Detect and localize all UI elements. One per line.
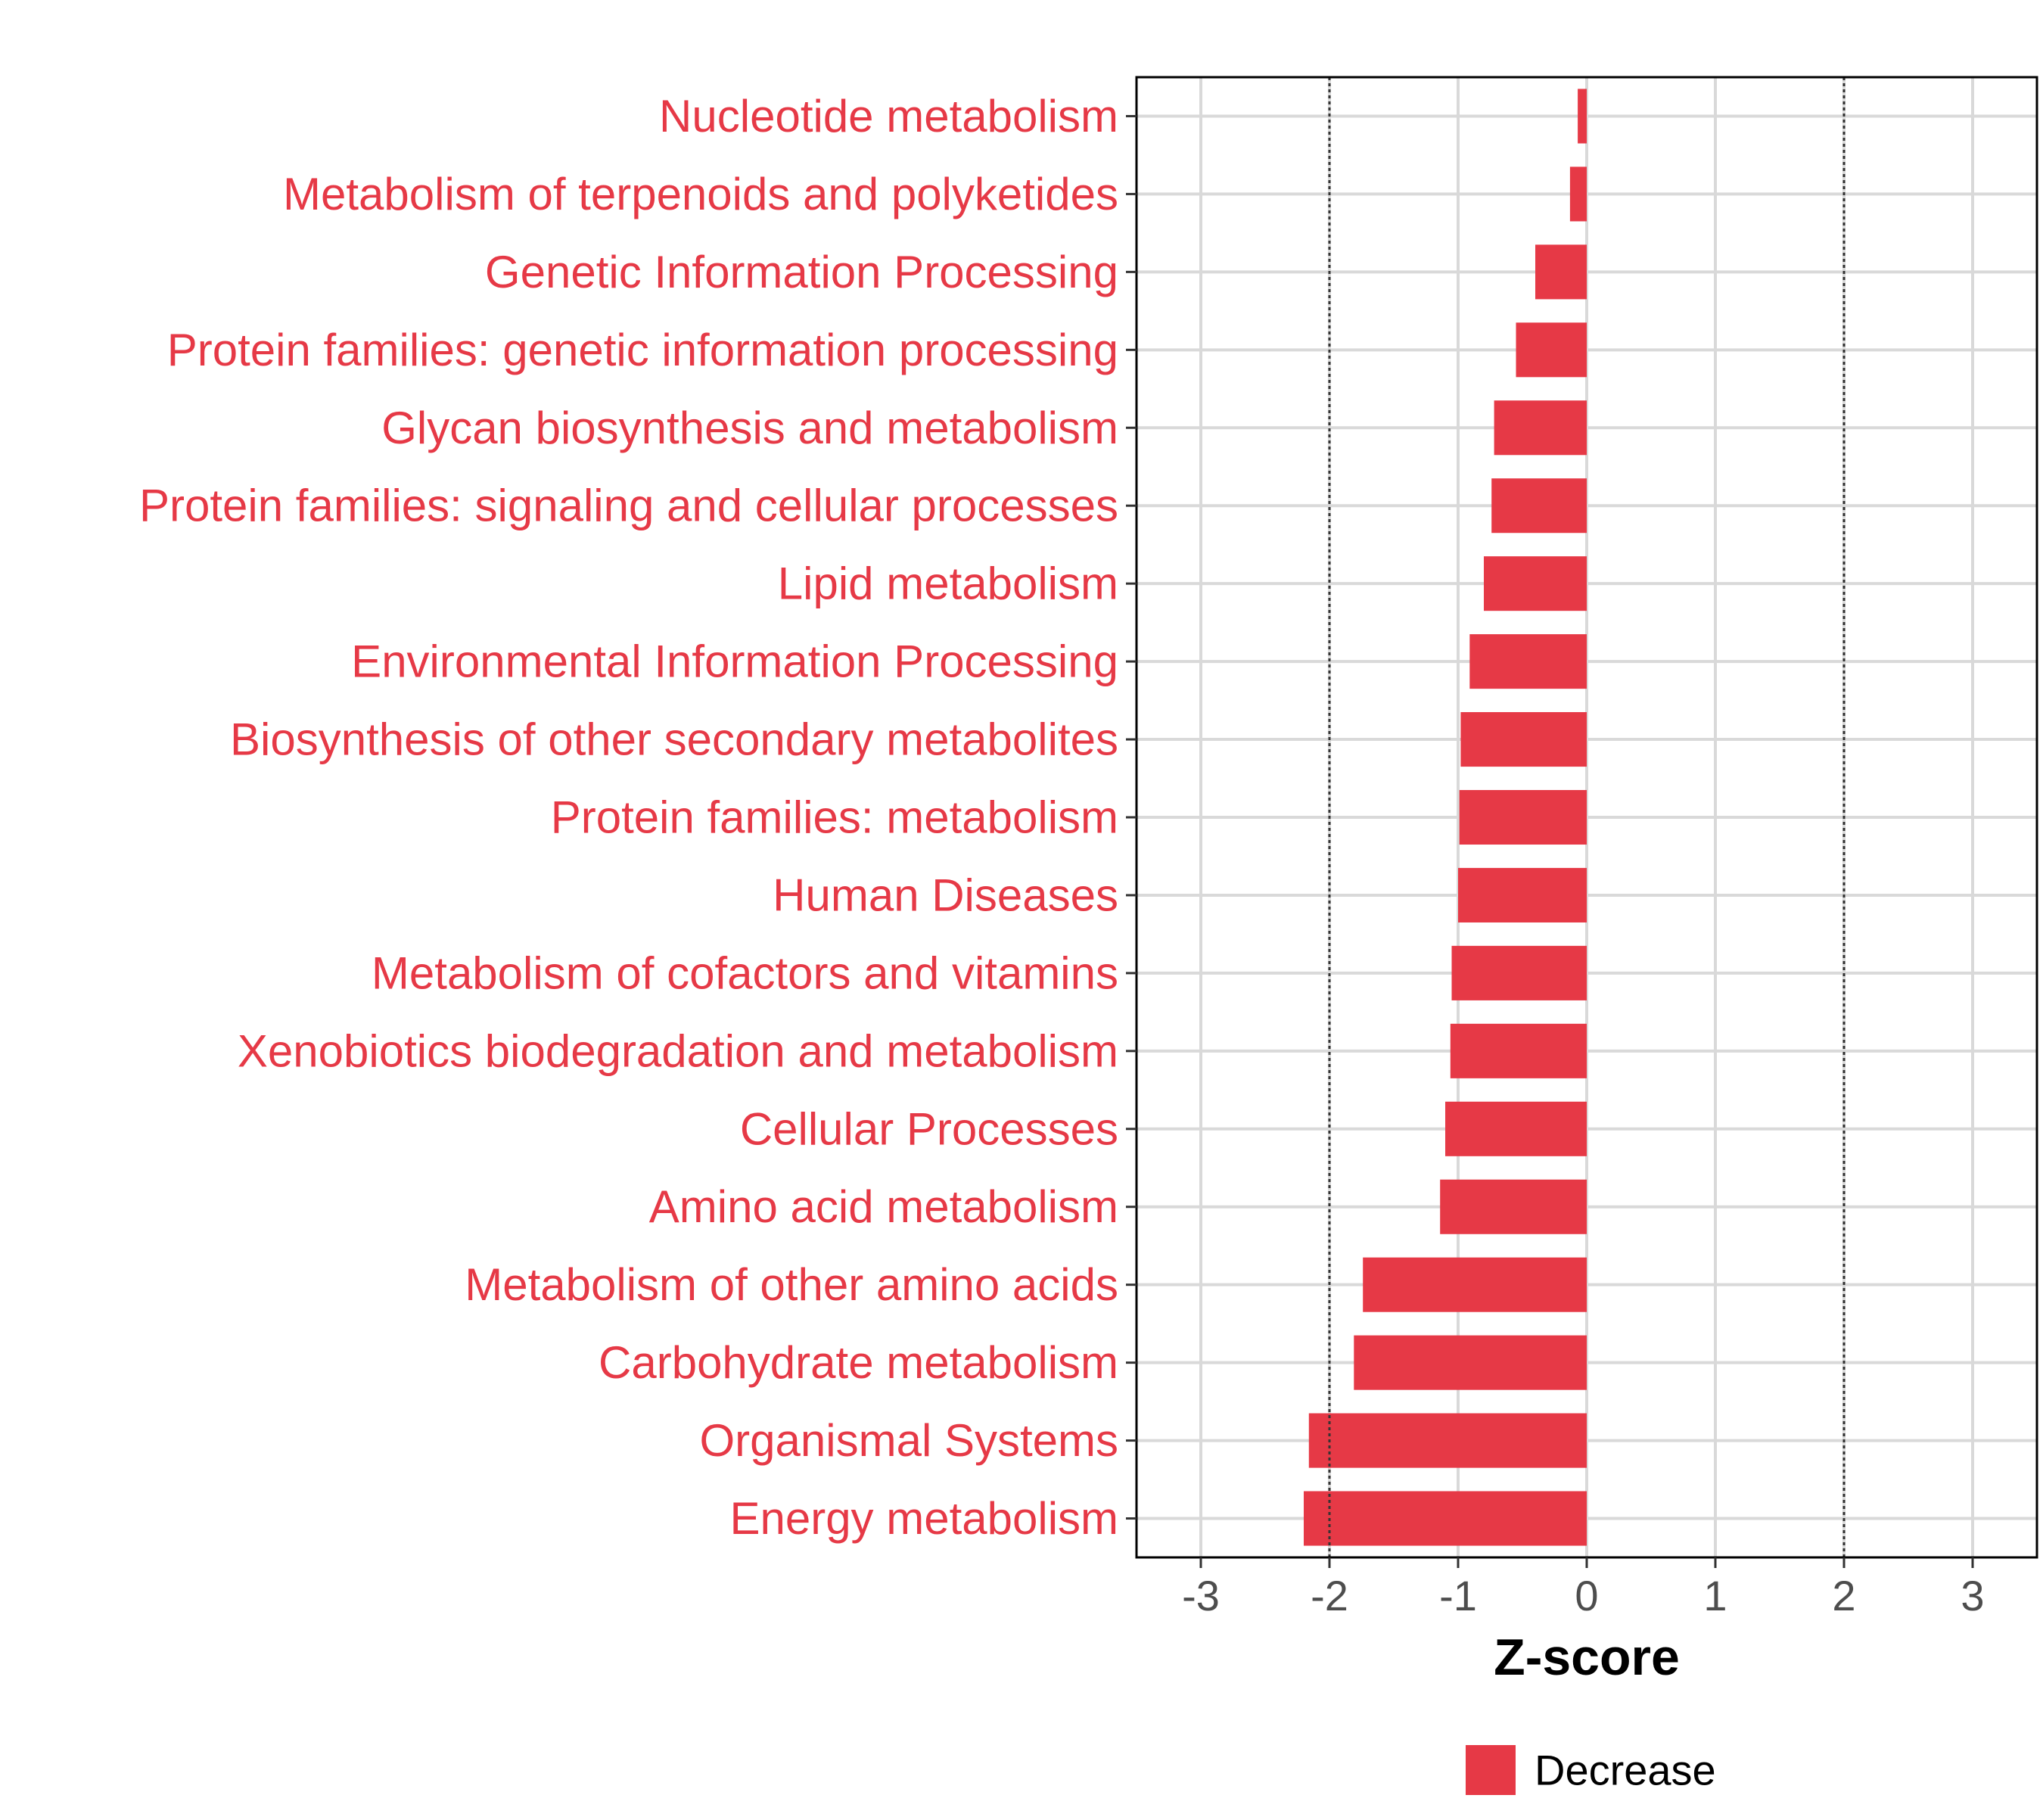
x-tick-label: -3	[1182, 1572, 1220, 1619]
bar	[1458, 867, 1587, 922]
y-tick-label: Glycan biosynthesis and metabolism	[381, 403, 1118, 453]
legend-label: Decrease	[1535, 1747, 1716, 1794]
x-tick-label: 2	[1832, 1572, 1855, 1619]
bar	[1516, 322, 1587, 378]
x-tick-label: 0	[1575, 1572, 1598, 1619]
bar	[1450, 1023, 1587, 1078]
bar	[1354, 1335, 1587, 1390]
y-axis-ticks: Nucleotide metabolism Metabolism of terpe…	[139, 91, 1137, 1544]
y-tick-label: Carbohydrate metabolism	[599, 1337, 1118, 1388]
y-tick-label: Biosynthesis of other secondary metaboli…	[230, 714, 1118, 765]
bar	[1445, 1101, 1587, 1156]
y-tick-label: Genetic Information Processing	[485, 247, 1118, 297]
bar	[1440, 1179, 1587, 1234]
y-tick-label: Metabolism of cofactors and vitamins	[372, 947, 1118, 998]
bar	[1459, 789, 1587, 845]
legend: Decrease	[1466, 1745, 1716, 1795]
y-tick-label: Lipid metabolism	[778, 558, 1118, 609]
bar	[1469, 634, 1587, 689]
bar	[1451, 945, 1587, 1000]
bars	[1304, 89, 1587, 1546]
y-tick-label: Metabolism of other amino acids	[465, 1259, 1118, 1310]
y-tick-label: Organismal Systems	[700, 1415, 1118, 1466]
y-tick-label: Human Diseases	[773, 870, 1118, 920]
y-tick-label: Metabolism of terpenoids and polyketides	[283, 169, 1118, 219]
y-tick-label: Amino acid metabolism	[649, 1181, 1118, 1232]
y-tick-label: Cellular Processes	[740, 1103, 1118, 1154]
bar	[1304, 1491, 1587, 1546]
bar	[1460, 712, 1587, 767]
bar	[1308, 1413, 1587, 1468]
x-tick-label: 3	[1961, 1572, 1984, 1619]
bar	[1569, 166, 1587, 222]
x-tick-label: 1	[1703, 1572, 1727, 1619]
x-tick-label: -1	[1439, 1572, 1477, 1619]
reference-lines	[1328, 77, 1846, 1557]
y-tick-label: Environmental Information Processing	[351, 636, 1118, 687]
bar	[1578, 89, 1587, 144]
bar	[1363, 1257, 1587, 1312]
y-tick-label: Nucleotide metabolism	[659, 91, 1118, 142]
bar	[1535, 244, 1587, 300]
y-tick-label: Protein families: genetic information pr…	[167, 325, 1118, 375]
x-axis-ticks: -3 -2 -1 0 1 2 3	[1182, 1557, 1985, 1619]
x-tick-label: -2	[1311, 1572, 1348, 1619]
bar	[1494, 400, 1587, 456]
legend-swatch	[1466, 1745, 1516, 1795]
y-tick-label: Xenobiotics biodegradation and metabolis…	[238, 1025, 1118, 1076]
bar	[1484, 556, 1587, 611]
y-tick-label: Protein families: signaling and cellular…	[139, 481, 1118, 531]
y-tick-label: Protein families: metabolism	[551, 792, 1118, 843]
y-tick-label: Energy metabolism	[729, 1493, 1118, 1544]
x-axis-title: Z-score	[1494, 1629, 1680, 1686]
bar	[1491, 478, 1587, 534]
